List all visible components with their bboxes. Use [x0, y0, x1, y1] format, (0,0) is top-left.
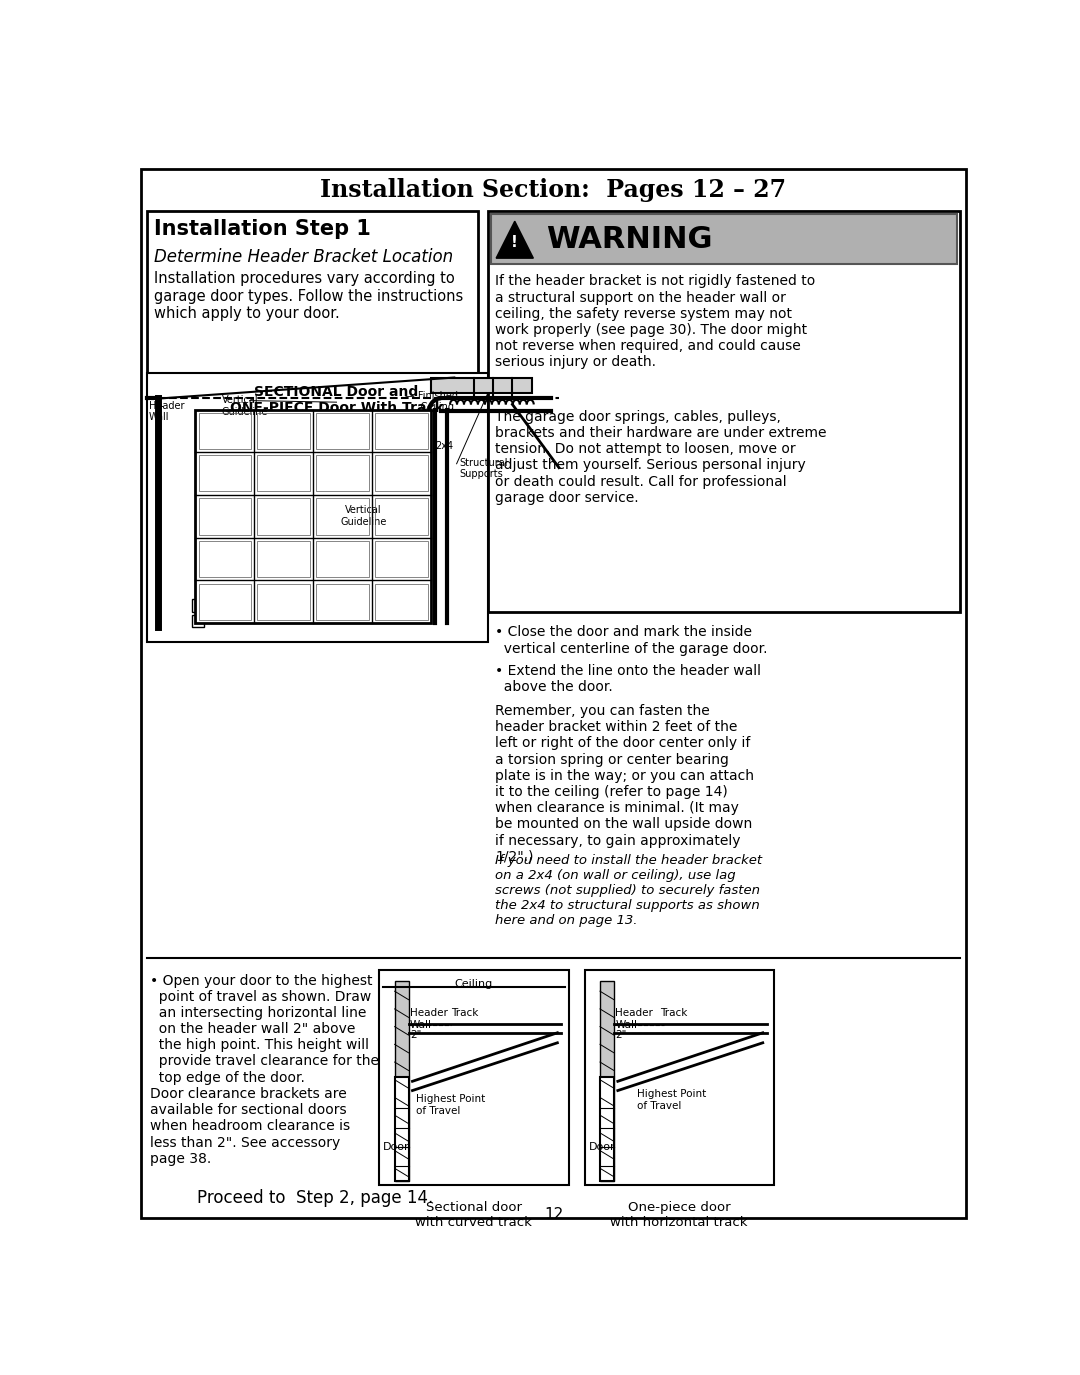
Text: • Open your door to the highest
  point of travel as shown. Draw
  an intersecti: • Open your door to the highest point of…	[150, 974, 379, 1166]
Text: Determine Header Bracket Location: Determine Header Bracket Location	[154, 248, 454, 267]
Bar	[488, 212, 960, 612]
Bar	[205, 380, 469, 421]
Text: Door: Door	[383, 1141, 409, 1152]
Bar	[191, 615, 204, 627]
Bar	[375, 412, 428, 450]
Text: Vertical
Guideline: Vertical Guideline	[221, 395, 268, 417]
Text: Track: Track	[661, 1008, 688, 1018]
Bar	[147, 212, 478, 373]
Text: 2": 2"	[616, 1030, 626, 1040]
Text: Vertical
Guideline: Vertical Guideline	[340, 506, 387, 527]
Bar	[316, 540, 369, 578]
Bar	[199, 455, 252, 491]
Text: Track: Track	[451, 1008, 478, 1018]
Text: !: !	[511, 235, 518, 250]
Bar	[199, 584, 252, 620]
Bar	[257, 584, 310, 620]
Text: Header
Wall: Header Wall	[410, 1008, 448, 1030]
Bar	[375, 455, 428, 491]
Bar	[316, 412, 369, 450]
Text: Installation Step 1: Installation Step 1	[154, 219, 372, 239]
Text: 12: 12	[544, 1207, 563, 1222]
Bar	[490, 214, 957, 264]
Text: Proceed to  Step 2, page 14.: Proceed to Step 2, page 14.	[197, 1189, 433, 1207]
Bar	[584, 969, 774, 1185]
Text: Installation procedures vary according to
garage door types. Follow the instruct: Installation procedures vary according t…	[154, 271, 463, 320]
Text: SECTIONAL Door and
ONE-PIECE Door With Track: SECTIONAL Door and ONE-PIECE Door With T…	[230, 385, 444, 415]
Bar	[257, 540, 310, 578]
Bar	[191, 600, 204, 612]
Text: Sectional door
with curved track: Sectional door with curved track	[415, 1200, 532, 1229]
Bar	[375, 540, 428, 578]
Bar	[316, 584, 369, 620]
Text: The garage door springs, cables, pulleys,
brackets and their hardware are under : The garage door springs, cables, pulleys…	[496, 410, 827, 505]
Bar	[316, 498, 369, 535]
Bar	[199, 540, 252, 578]
Bar	[394, 982, 408, 1181]
Bar	[394, 1078, 408, 1181]
Bar	[195, 410, 431, 623]
Text: • Extend the line onto the header wall
  above the door.: • Extend the line onto the header wall a…	[496, 664, 761, 694]
Text: 2x4: 2x4	[435, 440, 454, 451]
Bar	[257, 455, 310, 491]
Text: Highest Point
of Travel: Highest Point of Travel	[637, 1089, 706, 1111]
Polygon shape	[496, 221, 534, 258]
Text: Ceiling: Ceiling	[455, 979, 492, 989]
Text: WARNING: WARNING	[545, 226, 712, 254]
Bar	[375, 498, 428, 535]
Text: • Close the door and mark the inside
  vertical centerline of the garage door.: • Close the door and mark the inside ver…	[496, 626, 768, 656]
Bar	[257, 412, 310, 450]
Bar	[375, 584, 428, 620]
Bar	[147, 373, 488, 642]
Text: Remember, you can fasten the
header bracket within 2 feet of the
left or right o: Remember, you can fasten the header brac…	[496, 704, 754, 864]
Text: 2": 2"	[410, 1030, 421, 1040]
Text: If the header bracket is not rigidly fastened to
a structural support on the hea: If the header bracket is not rigidly fas…	[496, 275, 815, 370]
Text: Header
Wall: Header Wall	[149, 400, 185, 422]
Bar	[600, 982, 613, 1181]
Bar	[431, 378, 531, 393]
Text: Header
Wall: Header Wall	[616, 1008, 653, 1030]
Text: — Finished
     Ceiling: — Finished Ceiling	[405, 390, 458, 412]
Text: Structural
Supports: Structural Supports	[459, 458, 508, 480]
Bar	[199, 412, 252, 450]
Text: If you need to install the header bracket
on a 2x4 (on wall or ceiling), use lag: If you need to install the header bracke…	[496, 854, 762, 927]
Bar	[379, 969, 569, 1185]
Bar	[199, 498, 252, 535]
Text: Installation Section:  Pages 12 – 27: Installation Section: Pages 12 – 27	[321, 177, 786, 202]
Text: Highest Point
of Travel: Highest Point of Travel	[416, 1094, 486, 1116]
Bar	[333, 503, 394, 528]
Bar	[316, 455, 369, 491]
Bar	[600, 1078, 613, 1181]
Bar	[257, 498, 310, 535]
Text: One-piece door
with horizontal track: One-piece door with horizontal track	[610, 1200, 747, 1229]
Text: Door: Door	[589, 1141, 615, 1152]
